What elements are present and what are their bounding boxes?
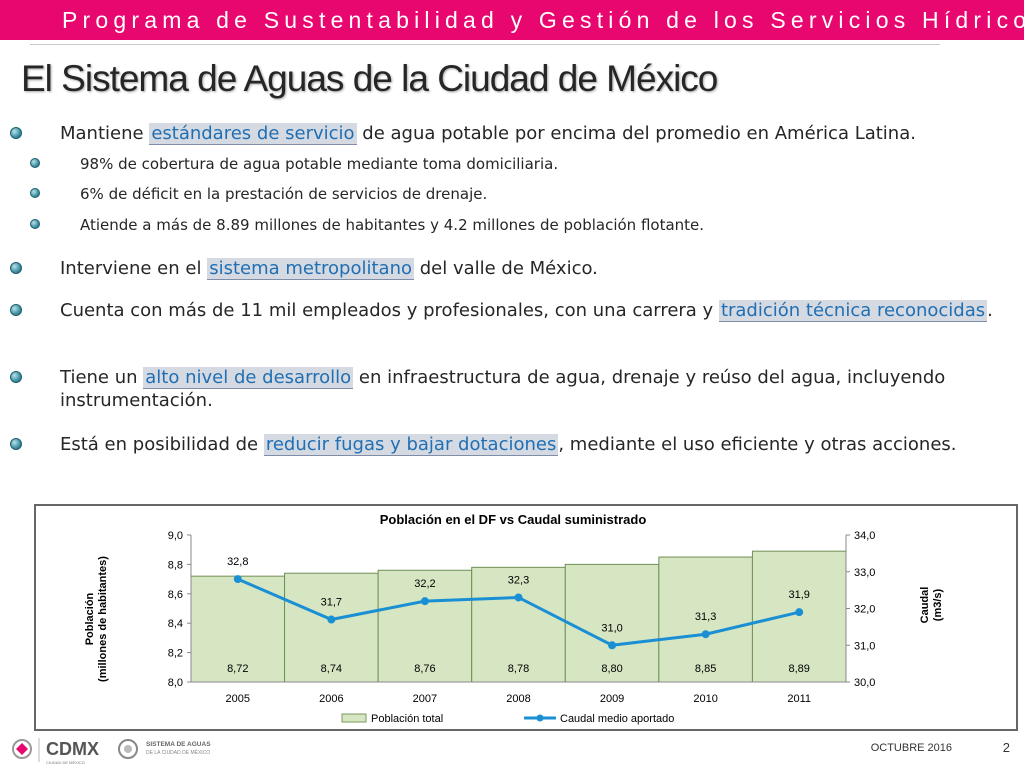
population-bar — [564, 563, 660, 683]
flow-point — [701, 630, 710, 639]
y-tick-label: 8,2 — [168, 648, 183, 660]
x-tick-label: 2007 — [413, 693, 437, 705]
y2-tick-label: 33,0 — [854, 567, 875, 579]
emblem-mark — [16, 743, 28, 755]
legend-swatch-population — [341, 713, 367, 723]
population-data-label: 8,72 — [227, 663, 248, 675]
population-data-label: 8,80 — [601, 663, 622, 675]
population-data-label: 8,78 — [508, 663, 529, 675]
bullet-icon — [30, 188, 40, 198]
flow-point — [795, 608, 804, 617]
legend-population: Población total — [371, 713, 443, 725]
flow-data-label: 31,3 — [695, 611, 716, 623]
y-tick-label: 8,8 — [168, 559, 183, 571]
population-data-label: 8,76 — [414, 663, 435, 675]
footer-logos: CDMX CIUDAD DE MÉXICO SISTEMA DE AGUAS D… — [12, 738, 211, 765]
highlight-text: sistema metropolitano — [207, 258, 414, 280]
sacmex-logo: SISTEMA DE AGUAS — [146, 741, 211, 748]
bullet-5: Está en posibilidad de reducir fugas y b… — [60, 434, 957, 456]
page-number: 2 — [1002, 740, 1010, 755]
x-tick-label: 2006 — [319, 693, 343, 705]
y2-axis-label-unit: (m3/s) — [932, 588, 944, 621]
population-flow-chart: Población en el DF vs Caudal suministrad… — [84, 512, 944, 725]
slide-title: El Sistema de Aguas de la Ciudad de Méxi… — [21, 58, 718, 99]
population-bar — [471, 566, 566, 683]
header-banner: Programa de Sustentabilidad y Gestión de… — [0, 0, 1024, 40]
flow-data-label: 31,0 — [601, 622, 622, 634]
banner-text: Programa de Sustentabilidad y Gestión de… — [62, 6, 1024, 33]
chart-container: Población en el DF vs Caudal suministrad… — [34, 504, 1018, 731]
sacmex-logo-sub: DE LA CIUDAD DE MÉXICO — [146, 749, 210, 756]
sub-bullet-2: 6% de déficit en la prestación de servic… — [80, 185, 488, 203]
x-tick-label: 2005 — [226, 693, 250, 705]
highlight-text: reducir fugas y bajar dotaciones — [263, 434, 559, 456]
bullet-icon — [10, 371, 22, 383]
cdmx-logo-sub: CIUDAD DE MÉXICO — [46, 760, 85, 765]
chart-title: Población en el DF vs Caudal suministrad… — [380, 512, 647, 527]
population-bar — [377, 569, 473, 683]
flow-point — [420, 597, 429, 606]
highlight-text: tradición técnica reconocidas — [718, 300, 988, 322]
x-tick-label: 2008 — [506, 693, 530, 705]
emblem-icon — [12, 739, 32, 759]
flow-data-label: 31,9 — [789, 589, 810, 601]
bullet-1: Mantiene estándares de servicio de agua … — [60, 123, 916, 145]
y2-axis-label: Caudal — [919, 587, 931, 624]
x-tick-label: 2011 — [787, 693, 811, 705]
y-tick-label: 8,4 — [168, 618, 183, 630]
legend-marker-flow — [536, 714, 544, 722]
bullet-icon — [30, 158, 40, 168]
bullet-icon — [10, 304, 22, 316]
population-data-label: 8,89 — [789, 663, 810, 675]
population-data-label: 8,74 — [321, 663, 342, 675]
bullet-icon — [30, 219, 40, 229]
y-tick-label: 8,6 — [168, 589, 183, 601]
flow-point — [327, 615, 336, 624]
flow-data-label: 32,2 — [414, 578, 435, 590]
y2-tick-label: 30,0 — [854, 677, 875, 689]
y-axis-label-unit: (millones de habitantes) — [97, 556, 109, 682]
seal-center — [124, 745, 132, 753]
bullet-3: Cuenta con más de 11 mil empleados y pro… — [60, 300, 993, 322]
sub-bullet-3: Atiende a más de 8.89 millones de habita… — [80, 216, 705, 234]
population-bar — [751, 550, 847, 683]
seal-icon — [118, 739, 138, 759]
y2-tick-label: 34,0 — [854, 530, 875, 542]
cdmx-logo: CDMX — [46, 739, 99, 759]
bullet-icon — [10, 438, 22, 450]
divider — [30, 44, 940, 45]
y-axis-label: Población — [84, 592, 96, 645]
bullet-icon — [10, 127, 22, 139]
flow-data-label: 32,3 — [508, 574, 529, 586]
bullet-4: Tiene un alto nivel de desarrollo en inf… — [60, 367, 946, 411]
y2-tick-label: 31,0 — [854, 640, 875, 652]
flow-point — [514, 593, 523, 602]
flow-point — [233, 575, 242, 584]
bullet-icon — [10, 262, 22, 274]
legend-flow: Caudal medio aportado — [560, 713, 674, 725]
x-tick-label: 2009 — [600, 693, 624, 705]
footer: CDMX CIUDAD DE MÉXICO SISTEMA DE AGUAS D… — [0, 734, 1024, 768]
y-tick-label: 8,0 — [168, 677, 183, 689]
population-data-label: 8,85 — [695, 663, 716, 675]
population-bar — [284, 572, 379, 683]
highlight-text: alto nivel de desarrollo — [143, 367, 354, 389]
footer-date: OCTUBRE 2016 — [870, 742, 952, 754]
bullet-2: Interviene en el sistema metropolitano d… — [60, 258, 598, 280]
highlight-text: estándares de servicio — [149, 123, 357, 145]
flow-data-label: 32,8 — [227, 556, 248, 568]
sub-bullet-1: 98% de cobertura de agua potable mediant… — [80, 155, 559, 173]
y-tick-label: 9,0 — [168, 530, 183, 542]
x-tick-label: 2010 — [693, 693, 717, 705]
flow-point — [608, 641, 617, 650]
y2-tick-label: 32,0 — [854, 604, 875, 616]
flow-data-label: 31,7 — [321, 597, 342, 609]
chart-legend: Población total Caudal medio aportado — [341, 713, 674, 725]
